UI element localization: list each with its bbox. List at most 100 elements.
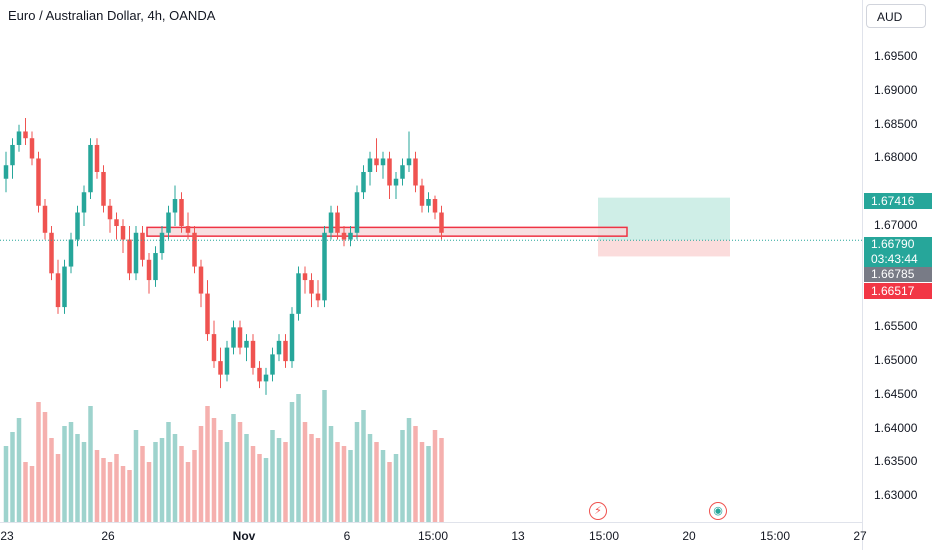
candle-body <box>211 334 217 362</box>
candle-body <box>341 232 347 240</box>
candle-body <box>198 266 204 294</box>
chart-title: Euro / Australian Dollar, 4h, OANDA <box>8 8 216 23</box>
candle-body <box>133 232 139 274</box>
candle-body <box>101 171 106 206</box>
volume-bar <box>289 402 295 522</box>
volume-bar <box>322 390 327 522</box>
candle-body <box>322 232 327 301</box>
volume-bar <box>361 410 366 522</box>
volume-bar <box>348 450 353 522</box>
volume-bar <box>374 442 379 522</box>
candle-body <box>68 239 74 267</box>
candle-body <box>406 158 412 166</box>
volume-bar <box>36 402 41 522</box>
currency-button[interactable]: AUD <box>866 4 926 28</box>
volume-bar <box>335 442 340 522</box>
candle-body <box>328 212 334 233</box>
price-tick-label: 1.65000 <box>874 353 918 368</box>
volume-bar <box>218 430 223 522</box>
time-axis[interactable]: 23 26 Nov 6 15:00 13 15:00 20 15:00 27 <box>0 522 867 550</box>
candle-body <box>75 212 80 240</box>
candle-body <box>218 361 223 375</box>
volume-bar <box>439 438 444 522</box>
volume-bar <box>159 438 165 522</box>
candle-body <box>10 144 15 166</box>
time-tick-label: 15:00 <box>588 529 620 543</box>
volume-bar <box>341 446 347 522</box>
volume-bar <box>75 434 80 522</box>
candlestick-chart[interactable] <box>0 0 862 522</box>
volume-bar <box>244 434 249 522</box>
volume-bar <box>55 454 61 522</box>
stop-loss-zone <box>598 240 730 257</box>
volume-bar <box>62 426 67 522</box>
candle-body <box>302 273 308 281</box>
candle-body <box>380 158 386 166</box>
volume-bar <box>198 426 204 522</box>
candle-body <box>23 131 28 139</box>
candle-body <box>127 239 132 274</box>
volume-bar <box>400 430 405 522</box>
volume-bar <box>283 442 288 522</box>
candle-body <box>413 158 418 186</box>
volume-bar <box>224 442 230 522</box>
support-zone-box <box>146 226 628 237</box>
candle-body <box>348 232 353 240</box>
volume-bar <box>140 446 145 522</box>
candle-body <box>36 158 41 206</box>
price-tick-label: 1.63000 <box>874 488 918 503</box>
volume-bar <box>101 458 106 522</box>
price-tick-label: 1.68000 <box>874 150 918 165</box>
volume-bar <box>237 422 243 522</box>
candle-body <box>250 340 256 368</box>
volume-bar <box>426 446 431 522</box>
volume-bar <box>107 462 113 522</box>
volume-bar <box>380 450 386 522</box>
candle-body <box>94 144 100 172</box>
candle-body <box>432 199 438 213</box>
candle-body <box>296 273 301 314</box>
volume-bar <box>276 438 282 522</box>
volume-bar <box>270 430 275 522</box>
candle-body <box>426 199 431 206</box>
volume-bar <box>413 426 418 522</box>
price-tick-label: 1.63500 <box>874 454 918 469</box>
current-price-badge-group: 1.66790 03:43:44 <box>864 237 932 267</box>
volume-bar <box>94 450 100 522</box>
volume-bar <box>211 418 217 522</box>
candle-body <box>224 347 230 375</box>
candle-body <box>3 165 9 179</box>
volume-bar <box>153 442 158 522</box>
price-axis[interactable]: 1.695001.690001.685001.680001.670001.660… <box>862 0 932 550</box>
candle-body <box>283 340 288 362</box>
flash-icon[interactable]: ⚡ <box>589 502 607 520</box>
volume-bar <box>29 466 35 522</box>
time-tick-label: 20 <box>682 529 696 543</box>
volume-bar <box>16 418 22 522</box>
candle-body <box>289 313 295 362</box>
price-tick-label: 1.67000 <box>874 218 918 233</box>
volume-bar <box>354 422 360 522</box>
time-tick-label: 23 <box>0 529 14 543</box>
candle-body <box>270 354 275 375</box>
volume-bar <box>81 442 87 522</box>
candle-body <box>354 192 360 233</box>
chart-area[interactable]: Euro / Australian Dollar, 4h, OANDA <box>0 0 862 522</box>
candle-body <box>263 374 269 382</box>
volume-bar <box>231 414 236 522</box>
price-tick-label: 1.64000 <box>874 420 918 435</box>
candle-body <box>361 171 366 193</box>
price-tick-label: 1.69500 <box>874 49 918 64</box>
candle-body <box>185 226 191 233</box>
volume-bar <box>263 458 269 522</box>
volume-bar <box>205 406 210 522</box>
current-price-value: 1.66790 <box>871 237 915 251</box>
volume-bar <box>133 430 139 522</box>
volume-bar <box>387 462 392 522</box>
volume-bar <box>432 430 438 522</box>
volume-bar <box>120 466 126 522</box>
candle-body <box>81 192 87 213</box>
candle-body <box>387 158 392 186</box>
time-tick-label: 26 <box>101 529 115 543</box>
globe-icon[interactable]: ◉ <box>709 502 727 520</box>
